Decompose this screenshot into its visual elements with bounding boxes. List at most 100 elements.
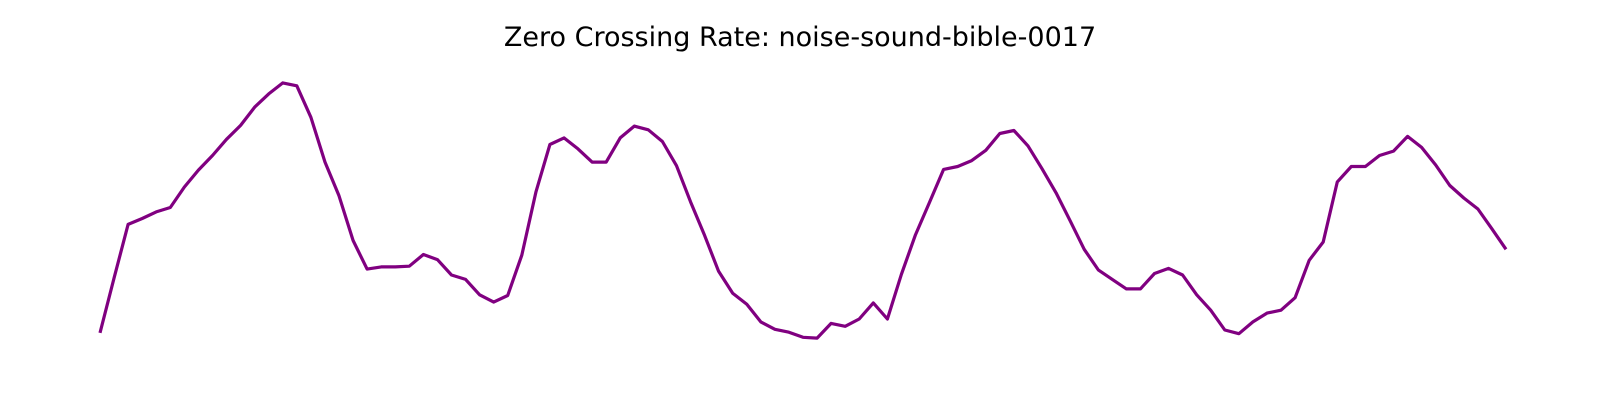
- data-point: [169, 206, 172, 209]
- data-point: [745, 303, 748, 306]
- data-point: [759, 320, 762, 323]
- data-point: [1069, 219, 1072, 222]
- data-point: [324, 161, 327, 164]
- data-point: [914, 233, 917, 236]
- data-point: [1097, 268, 1100, 271]
- data-point: [352, 239, 355, 242]
- data-point: [1266, 312, 1269, 315]
- data-point: [675, 164, 678, 167]
- data-point: [1476, 208, 1479, 211]
- data-point: [1125, 287, 1128, 290]
- data-point: [647, 128, 650, 131]
- series-line-0: [98, 81, 1508, 340]
- data-point: [127, 223, 130, 226]
- data-point: [1434, 164, 1437, 167]
- data-point: [830, 322, 833, 325]
- data-point: [1280, 309, 1283, 312]
- chart-title: Zero Crossing Rate: noise-sound-bible-00…: [503, 22, 1097, 53]
- data-point: [900, 273, 903, 276]
- data-point: [956, 165, 959, 168]
- data-point: [450, 274, 453, 277]
- data-point: [577, 147, 580, 150]
- data-point: [1251, 320, 1254, 323]
- data-point: [366, 268, 369, 271]
- data-point: [619, 136, 622, 139]
- data-point: [591, 161, 594, 164]
- data-point: [183, 186, 186, 189]
- data-point: [787, 331, 790, 334]
- data-point: [478, 293, 481, 296]
- data-point: [1083, 248, 1086, 251]
- data-point: [1448, 184, 1451, 187]
- data-point: [436, 258, 439, 261]
- data-point: [394, 265, 397, 268]
- data-point: [1420, 146, 1423, 149]
- data-point: [605, 161, 608, 164]
- data-point: [225, 138, 228, 141]
- data-point: [1195, 293, 1198, 296]
- data-point: [816, 337, 819, 340]
- data-point: [1055, 191, 1058, 194]
- data-point: [703, 234, 706, 237]
- data-point: [731, 292, 734, 295]
- data-point: [239, 124, 242, 127]
- data-point: [1139, 287, 1142, 290]
- data-point: [211, 154, 214, 157]
- data-point: [422, 253, 425, 256]
- data-point: [661, 140, 664, 143]
- data-point: [1012, 129, 1015, 132]
- data-point: [1153, 272, 1156, 275]
- data-point: [1364, 165, 1367, 168]
- data-point: [1308, 259, 1311, 262]
- data-point: [970, 159, 973, 162]
- data-point: [1490, 227, 1493, 230]
- data-point: [380, 265, 383, 268]
- data-point: [1336, 180, 1339, 183]
- data-point: [267, 92, 270, 95]
- data-point: [1350, 165, 1353, 168]
- data-point: [1378, 154, 1381, 157]
- data-point: [141, 217, 144, 220]
- data-point: [534, 191, 537, 194]
- data-point: [1237, 332, 1240, 335]
- data-point: [253, 106, 256, 109]
- data-point: [281, 81, 284, 84]
- data-point: [802, 336, 805, 339]
- data-point: [773, 328, 776, 331]
- data-point: [858, 318, 861, 321]
- data-point: [1462, 197, 1465, 200]
- data-point: [984, 149, 987, 152]
- data-point: [408, 265, 411, 268]
- data-point: [506, 294, 509, 297]
- data-point: [1041, 167, 1044, 170]
- data-point: [1181, 274, 1184, 277]
- data-point: [99, 331, 102, 334]
- data-point: [155, 210, 158, 213]
- data-point: [844, 325, 847, 328]
- data-point: [942, 168, 945, 171]
- data-point: [295, 84, 298, 87]
- data-point: [1322, 241, 1325, 244]
- data-point: [717, 270, 720, 273]
- data-point: [563, 136, 566, 139]
- data-point: [197, 169, 200, 172]
- data-point: [1167, 267, 1170, 270]
- data-point: [492, 301, 495, 304]
- data-point: [872, 301, 875, 304]
- data-point: [1027, 144, 1030, 147]
- data-point: [928, 201, 931, 204]
- data-point: [1111, 278, 1114, 281]
- data-point: [633, 125, 636, 128]
- data-point: [998, 132, 1001, 135]
- data-point: [1505, 248, 1508, 251]
- data-point: [309, 116, 312, 119]
- data-point: [520, 254, 523, 257]
- data-point: [464, 278, 467, 281]
- data-point: [338, 194, 341, 197]
- data-point: [1392, 150, 1395, 153]
- data-point: [113, 276, 116, 279]
- data-point: [689, 200, 692, 203]
- data-point: [1294, 296, 1297, 299]
